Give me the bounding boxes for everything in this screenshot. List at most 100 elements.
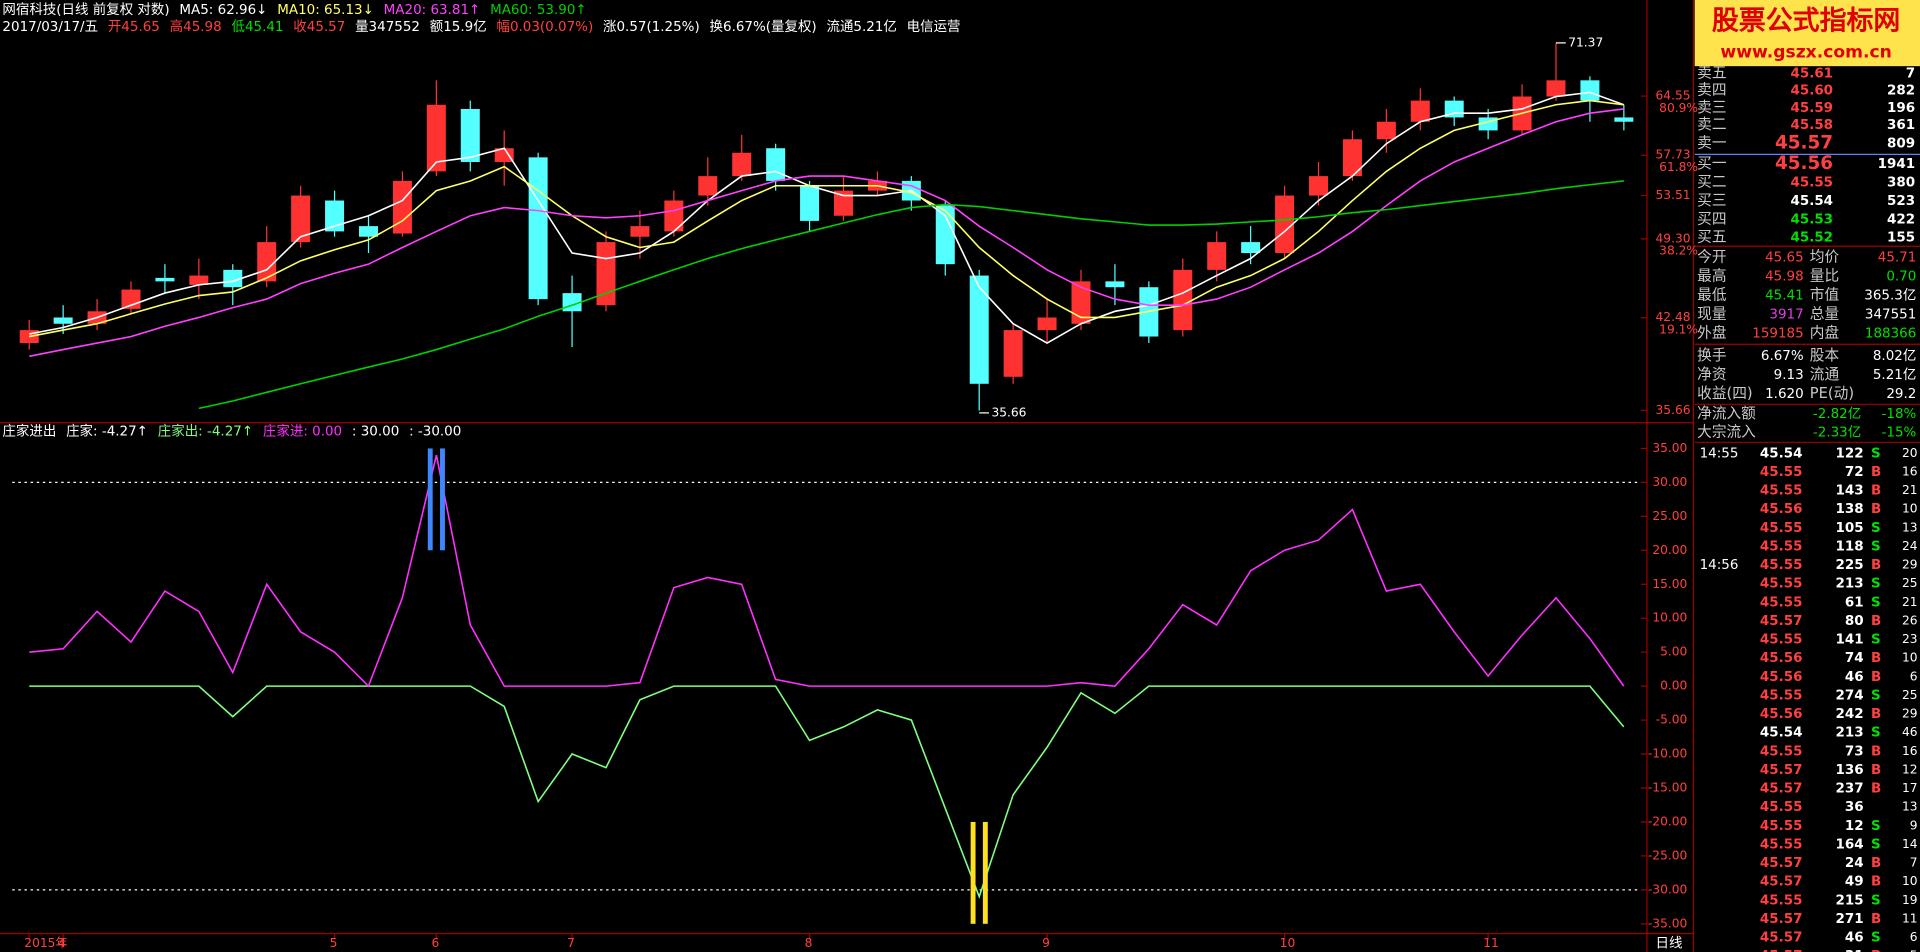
- candle-body: [766, 148, 786, 181]
- tick-price: 45.57: [1760, 911, 1803, 927]
- flow-pct: -18%: [1882, 406, 1917, 422]
- book-price: 45.56: [1775, 153, 1833, 174]
- tick-side: B: [1871, 613, 1881, 629]
- candle-body: [426, 104, 446, 172]
- tick-side: S: [1871, 445, 1881, 461]
- stat-value: 5.21亿: [1873, 367, 1916, 383]
- info-item: 流通5.21亿: [826, 19, 896, 35]
- tick-count: 9: [1910, 818, 1918, 832]
- tick-count: 10: [1902, 502, 1918, 516]
- tick-count: 5: [1910, 949, 1918, 952]
- tick-price: 45.55: [1760, 892, 1803, 908]
- tick-price: 45.55: [1760, 483, 1803, 499]
- book-label: 买五: [1697, 229, 1726, 246]
- tick-count: 21: [1902, 595, 1918, 609]
- tick-side: B: [1871, 762, 1881, 778]
- x-tick-label: 10: [1280, 936, 1296, 950]
- book-volume: 155: [1887, 230, 1915, 246]
- stat-value: 0.70: [1886, 268, 1916, 284]
- tick-count: 17: [1902, 781, 1918, 795]
- candle-body: [460, 108, 480, 162]
- logo-bg: [1694, 0, 1920, 67]
- tick-side: B: [1871, 874, 1881, 890]
- tick-volume: 74: [1845, 650, 1864, 666]
- tick-volume: 225: [1836, 557, 1864, 573]
- info-item: 2017/03/17/五: [2, 19, 98, 35]
- y-tick-label: 15.00: [1652, 577, 1687, 591]
- tick-price: 45.55: [1760, 836, 1803, 852]
- ma-line: [29, 108, 1624, 358]
- tick-price: 45.55: [1760, 818, 1803, 834]
- candle-body: [1105, 281, 1125, 288]
- tick-price: 45.56: [1760, 501, 1803, 517]
- book-volume: 196: [1887, 100, 1915, 116]
- tick-side: S: [1871, 836, 1881, 852]
- candle-body: [1003, 330, 1023, 377]
- stat-label: 均价: [1810, 248, 1840, 265]
- y-tick-label: -5.00: [1656, 713, 1688, 727]
- x-tick-label: 9: [1042, 936, 1050, 950]
- candle-body: [833, 190, 853, 216]
- info-item: 收45.57: [293, 19, 345, 35]
- tick-price: 45.56: [1760, 706, 1803, 722]
- tick-side: B: [1871, 706, 1881, 722]
- tick-price: 45.57: [1760, 948, 1803, 952]
- tick-volume: 213: [1836, 725, 1864, 741]
- book-price: 45.54: [1790, 193, 1833, 209]
- tick-count: 6: [1910, 930, 1918, 944]
- book-price: 45.57: [1775, 132, 1833, 153]
- y-tick-label: 10.00: [1652, 611, 1687, 625]
- stat-value: 188366: [1865, 325, 1916, 341]
- candle-body: [1037, 317, 1057, 331]
- ref-label: : 30.00: [352, 423, 399, 439]
- logo-url: www.gszx.com.cn: [1720, 43, 1891, 63]
- tick-count: 11: [1902, 911, 1918, 925]
- y-tick-label: 25.00: [1652, 509, 1687, 523]
- stat-value: 45.65: [1765, 249, 1804, 265]
- tick-count: 13: [1902, 520, 1918, 534]
- annotation: 35.66: [991, 405, 1026, 419]
- signal-bar: [440, 448, 445, 551]
- x-tick-label: 5: [330, 936, 338, 950]
- tick-side: S: [1871, 632, 1881, 648]
- candle-body: [494, 148, 514, 162]
- tick-volume: 274: [1836, 687, 1864, 703]
- y-tick-label: -20.00: [1648, 814, 1687, 828]
- book-price: 45.52: [1790, 230, 1833, 246]
- tick-price: 45.56: [1760, 669, 1803, 685]
- tick-volume: 136: [1836, 762, 1864, 778]
- candle-body: [155, 277, 175, 282]
- stat-label: 最低: [1697, 286, 1727, 303]
- tick-time: 14:55: [1700, 445, 1739, 461]
- stat-value: 9.13: [1774, 367, 1804, 383]
- tick-volume: 237: [1836, 781, 1864, 797]
- fib-label: 80.9%: [1659, 101, 1698, 115]
- annotation: 71.37: [1568, 35, 1603, 49]
- stock-title: 网宿科技(日线 前复权 对数): [2, 1, 169, 18]
- tick-volume: 143: [1836, 483, 1864, 499]
- y-tick-label: -15.00: [1648, 780, 1687, 794]
- candle-body: [1071, 281, 1091, 324]
- tick-volume: 141: [1836, 632, 1864, 648]
- y-tick-label: -25.00: [1648, 848, 1687, 862]
- stat-value: 8.02亿: [1873, 348, 1916, 364]
- candle-body: [291, 195, 311, 243]
- y-tick-label: 64.55: [1656, 89, 1691, 103]
- stat-label: 内盘: [1810, 323, 1840, 341]
- tick-price: 45.55: [1760, 520, 1803, 536]
- stat-label: 量比: [1810, 267, 1839, 284]
- book-volume: 282: [1887, 83, 1915, 99]
- candle-body: [53, 317, 73, 324]
- tick-volume: 215: [1836, 892, 1864, 908]
- candle-body: [1207, 242, 1227, 270]
- tick-side: S: [1871, 576, 1881, 592]
- info-item: 涨0.57(1.25%): [603, 19, 700, 35]
- stat-value: 45.98: [1765, 268, 1804, 284]
- tick-side: B: [1871, 743, 1881, 759]
- flow-value: -2.82亿: [1813, 406, 1861, 422]
- fib-label: 61.8%: [1659, 160, 1698, 174]
- tick-volume: 213: [1836, 576, 1864, 592]
